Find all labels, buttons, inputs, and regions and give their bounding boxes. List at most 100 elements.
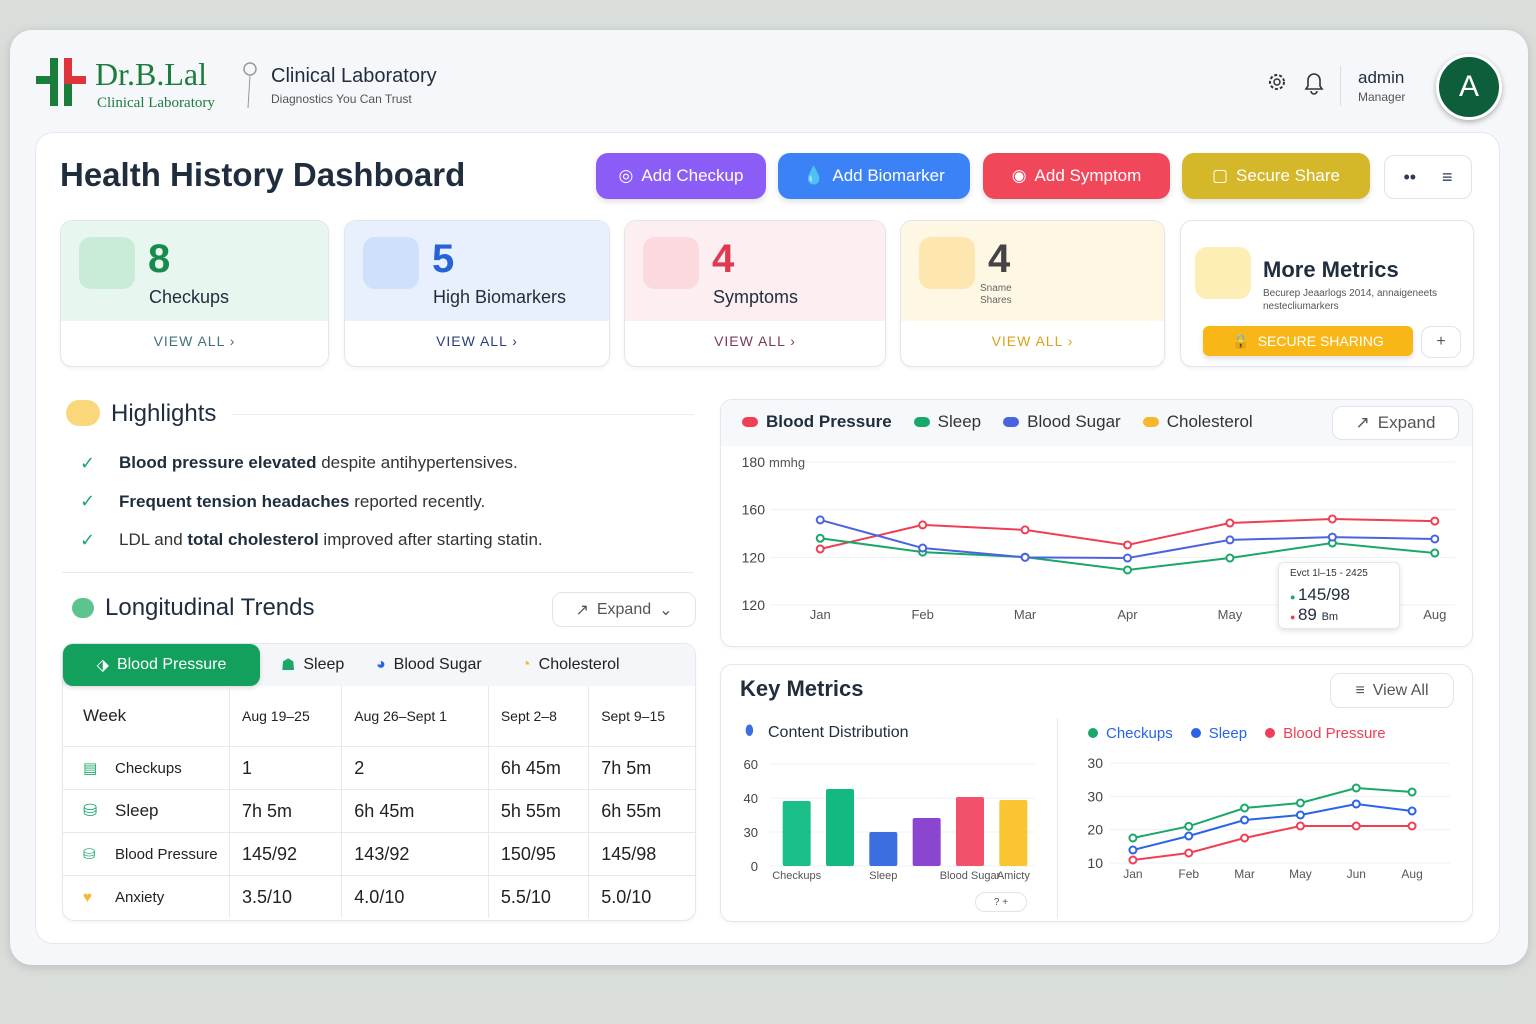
legend-item: Checkups: [1088, 725, 1173, 742]
cell-text: 5.5/10: [500, 886, 551, 907]
link-text: VIEW ALL: [991, 333, 1063, 349]
data-point: [1123, 565, 1132, 575]
x-tick-label: Mar: [1234, 867, 1255, 881]
series-line: [819, 518, 1435, 560]
data-point: [1240, 803, 1250, 813]
data-point: [1430, 534, 1440, 544]
header-cell: Aug 26–Sept 1: [341, 686, 489, 747]
icon: 💧: [803, 166, 825, 185]
user-role: Manager: [1358, 90, 1406, 104]
stat-card[interactable]: 4 Sname Shares VIEW ALL ›: [900, 220, 1165, 367]
legend-item: Blood Pressure: [1265, 725, 1386, 742]
tab[interactable]: ◕ Blood Sugar: [368, 650, 490, 680]
table-header: Week Aug 19–25 Aug 26–Sept 1 Sept 2–8 Sept 9…: [63, 686, 695, 747]
secure-share-button[interactable]: ▢ Secure Share: [1182, 153, 1370, 199]
icon: ▢: [1211, 166, 1229, 185]
more-menu[interactable]: •• ≡: [1384, 155, 1472, 199]
x-tick-label: Sleep: [869, 870, 897, 882]
data-point: [1327, 514, 1337, 524]
table-row: ⛁ Blood Pressure 145/92 143/92 150/95 145/98: [63, 832, 695, 876]
tab-icon: ◔: [521, 656, 531, 673]
table-cell: 145/92: [228, 832, 342, 876]
table-cell: ♥ Anxiety: [63, 875, 230, 918]
view-all-link[interactable]: VIEW ALL ›: [714, 333, 796, 349]
table-cell: 1: [228, 746, 342, 790]
trends-table: Week Aug 19–25 Aug 26–Sept 1 Sept 2–8 Sept 9…: [63, 686, 695, 918]
view-all-link[interactable]: VIEW ALL ›: [991, 333, 1074, 349]
stat-value: 4: [712, 237, 735, 281]
avatar[interactable]: A: [1436, 54, 1502, 120]
header-cell: Sept 9–15: [588, 686, 695, 747]
legend-swatch: [1190, 728, 1201, 738]
legend-label: Blood Pressure: [1283, 724, 1386, 742]
table-cell: 143/92: [341, 832, 489, 876]
view-all-button[interactable]: ≡ View All: [1330, 673, 1454, 708]
pager[interactable]: ? +: [975, 892, 1027, 912]
cell-text: 6h 55m: [601, 800, 662, 821]
app-title: Clinical Laboratory: [271, 65, 437, 87]
data-point: [1351, 821, 1361, 831]
legend-swatch: [1003, 417, 1020, 427]
stat-value: 4: [988, 237, 1011, 281]
x-tick-label: Amicty: [997, 870, 1031, 882]
tab[interactable]: ⬗ Blood Pressure: [63, 644, 260, 686]
stat-card[interactable]: 8 Checkups VIEW ALL ›: [60, 220, 329, 367]
row-icon: ▤: [83, 760, 98, 777]
add-biomarker-button[interactable]: 💧 Add Biomarker: [778, 153, 970, 199]
data-point: [1327, 532, 1337, 542]
view-all-link[interactable]: VIEW ALL ›: [153, 333, 236, 349]
expand-button[interactable]: ↗ Expand ⌄: [552, 592, 696, 627]
icon: [1195, 247, 1251, 299]
cell-text: 4.0/10: [354, 886, 405, 907]
highlight-item: ✓ Blood pressure elevated despite antihyp…: [80, 444, 680, 483]
tab[interactable]: ☗ Sleep: [273, 650, 352, 680]
add-symptom-button[interactable]: ◉ Add Symptom: [983, 153, 1170, 199]
table-cell: 7h 5m: [588, 746, 695, 790]
cell-text: Blood Pressure: [115, 846, 218, 863]
stat-card[interactable]: 4 Symptoms VIEW ALL ›: [624, 220, 886, 367]
bar: [999, 800, 1028, 866]
data-point: [815, 544, 825, 554]
data-point: [1225, 518, 1235, 528]
data-point: [1128, 845, 1138, 855]
y-tick-label: 0: [751, 859, 758, 874]
cell-text: 7h 5m: [601, 757, 652, 778]
cell-text: Anxiety: [115, 888, 165, 906]
check-icon: ✓: [80, 529, 96, 550]
y-tick-label: 120: [742, 597, 766, 613]
expand-button[interactable]: ↗ Expand: [1332, 406, 1459, 440]
legend-label: Cholesterol: [1166, 412, 1253, 431]
table-row: ⛁ Sleep 7h 5m 6h 45m 5h 55m 6h 55m: [63, 789, 695, 833]
tooltip-text: 145/98: [1297, 585, 1350, 604]
highlight-text: total cholesterol: [187, 530, 319, 550]
view-all-link[interactable]: VIEW ALL ›: [436, 333, 518, 349]
highlight-text: improved after starting statin.: [318, 530, 543, 550]
data-point: [1295, 810, 1305, 820]
highlights-list: ✓ Blood pressure elevated despite antihyp…: [80, 444, 680, 560]
bar: [826, 788, 854, 866]
x-tick-label: Apr: [1117, 607, 1138, 622]
stat-card[interactable]: 5 High Biomarkers VIEW ALL ›: [344, 220, 610, 367]
cell-text: 5.0/10: [601, 886, 652, 907]
legend-item: Sleep: [913, 412, 981, 432]
button-label: Expand: [596, 600, 652, 618]
stat-label: High Biomarkers: [433, 287, 567, 307]
table-cell: 150/95: [487, 832, 589, 876]
header-cell: Sept 2–8: [487, 686, 589, 747]
legend-label: Sleep: [1208, 724, 1248, 742]
add-button[interactable]: +: [1421, 326, 1461, 358]
header-icons[interactable]: [1264, 70, 1328, 96]
table-cell: 6h 45m: [341, 789, 489, 833]
highlights-icon: [66, 400, 100, 426]
brand-sub: Clinical Laboratory: [97, 95, 215, 111]
add-checkup-button[interactable]: ◎ Add Checkup: [596, 153, 766, 199]
data-point: [1123, 540, 1132, 550]
secure-sharing-button[interactable]: 🔒 SECURE SHARING: [1203, 326, 1413, 356]
card-title: More Metrics: [1263, 257, 1399, 282]
link-text: VIEW ALL: [436, 333, 508, 349]
tab[interactable]: ◔ Cholesterol: [513, 650, 628, 680]
legend-item: Sleep: [1190, 724, 1248, 742]
highlight-text: despite antihypertensives.: [316, 453, 518, 473]
header-cell: Week: [83, 706, 127, 725]
